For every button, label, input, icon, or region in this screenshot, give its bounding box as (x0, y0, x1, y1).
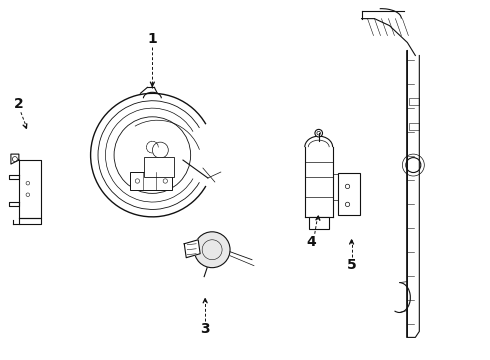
Text: 3: 3 (200, 323, 210, 337)
FancyBboxPatch shape (409, 123, 419, 130)
Polygon shape (19, 218, 41, 224)
Polygon shape (19, 160, 41, 218)
FancyBboxPatch shape (145, 157, 174, 177)
Text: 5: 5 (347, 258, 356, 272)
FancyBboxPatch shape (338, 173, 360, 215)
Polygon shape (9, 202, 19, 206)
FancyBboxPatch shape (409, 98, 419, 105)
Polygon shape (9, 175, 19, 179)
Polygon shape (11, 154, 19, 164)
Circle shape (315, 129, 322, 137)
Circle shape (194, 232, 230, 268)
FancyBboxPatch shape (130, 172, 172, 190)
Text: 2: 2 (14, 97, 24, 111)
Text: 4: 4 (307, 235, 317, 249)
FancyBboxPatch shape (309, 217, 329, 229)
Text: 1: 1 (147, 32, 157, 46)
Polygon shape (184, 240, 200, 258)
